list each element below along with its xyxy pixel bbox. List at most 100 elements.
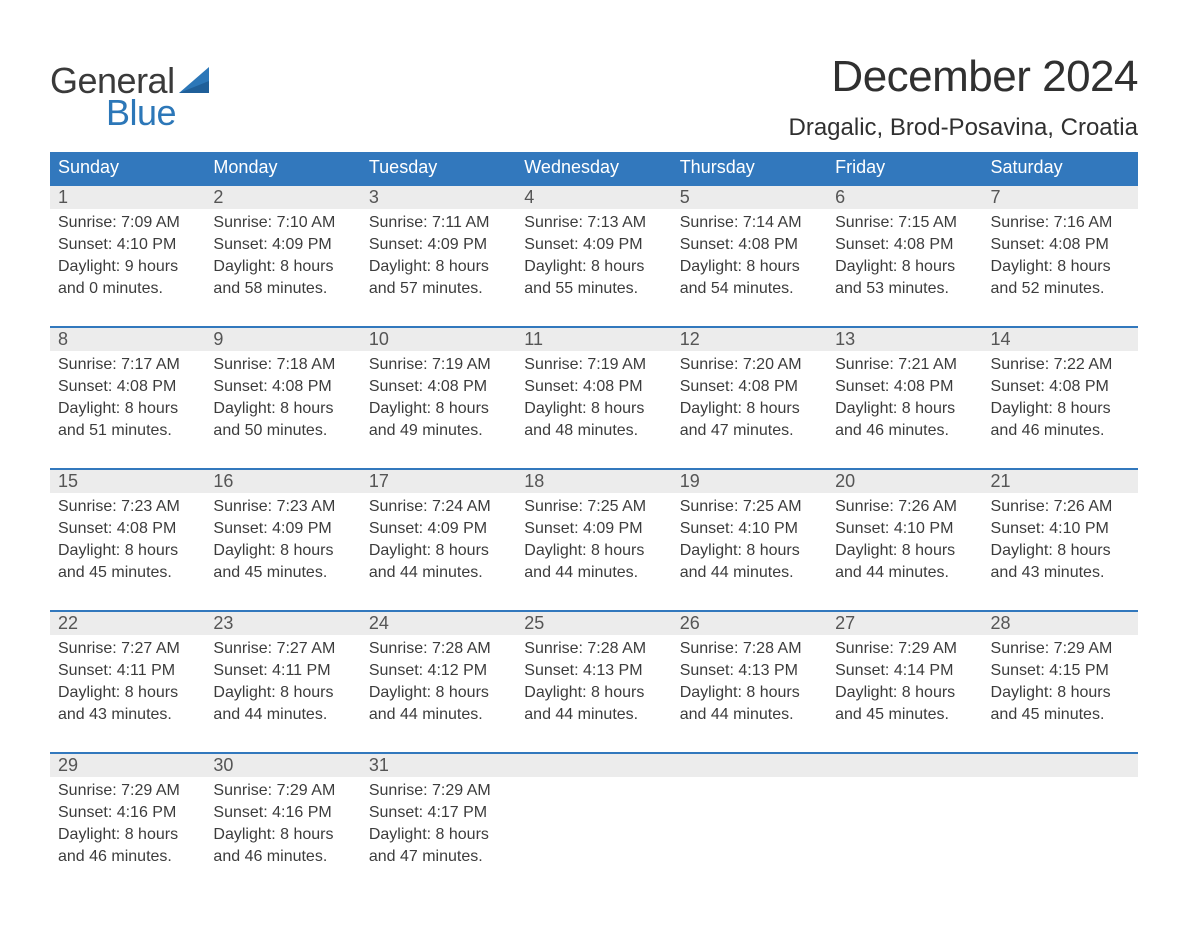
sunrise-line: Sunrise: 7:22 AM <box>991 354 1130 376</box>
daylight-line1: Daylight: 9 hours <box>58 256 197 278</box>
day-cell: 28Sunrise: 7:29 AMSunset: 4:15 PMDayligh… <box>983 612 1138 750</box>
day-number <box>516 754 671 777</box>
sunrise-line: Sunrise: 7:28 AM <box>369 638 508 660</box>
day-number: 15 <box>50 470 205 493</box>
day-number: 2 <box>205 186 360 209</box>
day-body: Sunrise: 7:26 AMSunset: 4:10 PMDaylight:… <box>983 493 1138 608</box>
daylight-line1: Daylight: 8 hours <box>58 682 197 704</box>
daylight-line1: Daylight: 8 hours <box>524 540 663 562</box>
daylight-line1: Daylight: 8 hours <box>369 540 508 562</box>
sunset-line: Sunset: 4:10 PM <box>680 518 819 540</box>
weekday-header: Wednesday <box>516 152 671 184</box>
day-cell: 18Sunrise: 7:25 AMSunset: 4:09 PMDayligh… <box>516 470 671 608</box>
sunrise-line: Sunrise: 7:26 AM <box>991 496 1130 518</box>
daylight-line1: Daylight: 8 hours <box>835 256 974 278</box>
daylight-line1: Daylight: 8 hours <box>213 540 352 562</box>
day-body: Sunrise: 7:13 AMSunset: 4:09 PMDaylight:… <box>516 209 671 324</box>
day-cell: 2Sunrise: 7:10 AMSunset: 4:09 PMDaylight… <box>205 186 360 324</box>
daylight-line2: and 44 minutes. <box>369 704 508 726</box>
sunrise-line: Sunrise: 7:28 AM <box>524 638 663 660</box>
day-body <box>827 777 982 804</box>
sunrise-line: Sunrise: 7:27 AM <box>213 638 352 660</box>
day-number: 8 <box>50 328 205 351</box>
sunset-line: Sunset: 4:08 PM <box>369 376 508 398</box>
day-number: 28 <box>983 612 1138 635</box>
day-number <box>827 754 982 777</box>
sunrise-line: Sunrise: 7:10 AM <box>213 212 352 234</box>
week-row: 1Sunrise: 7:09 AMSunset: 4:10 PMDaylight… <box>50 184 1138 324</box>
day-number: 12 <box>672 328 827 351</box>
day-cell <box>983 754 1138 892</box>
day-number: 7 <box>983 186 1138 209</box>
daylight-line2: and 44 minutes. <box>524 704 663 726</box>
daylight-line1: Daylight: 8 hours <box>213 682 352 704</box>
day-body: Sunrise: 7:26 AMSunset: 4:10 PMDaylight:… <box>827 493 982 608</box>
day-cell: 11Sunrise: 7:19 AMSunset: 4:08 PMDayligh… <box>516 328 671 466</box>
weekday-header: Thursday <box>672 152 827 184</box>
sunset-line: Sunset: 4:13 PM <box>680 660 819 682</box>
daylight-line2: and 43 minutes. <box>58 704 197 726</box>
day-cell: 10Sunrise: 7:19 AMSunset: 4:08 PMDayligh… <box>361 328 516 466</box>
day-body <box>672 777 827 804</box>
day-cell: 30Sunrise: 7:29 AMSunset: 4:16 PMDayligh… <box>205 754 360 892</box>
day-number: 30 <box>205 754 360 777</box>
week-row: 22Sunrise: 7:27 AMSunset: 4:11 PMDayligh… <box>50 610 1138 750</box>
sunset-line: Sunset: 4:09 PM <box>524 518 663 540</box>
daylight-line1: Daylight: 8 hours <box>369 824 508 846</box>
daylight-line1: Daylight: 8 hours <box>213 256 352 278</box>
day-number: 26 <box>672 612 827 635</box>
daylight-line1: Daylight: 8 hours <box>213 824 352 846</box>
sunrise-line: Sunrise: 7:29 AM <box>58 780 197 802</box>
day-number: 1 <box>50 186 205 209</box>
day-number: 27 <box>827 612 982 635</box>
day-cell <box>516 754 671 892</box>
daylight-line2: and 48 minutes. <box>524 420 663 442</box>
sunrise-line: Sunrise: 7:14 AM <box>680 212 819 234</box>
day-body: Sunrise: 7:23 AMSunset: 4:09 PMDaylight:… <box>205 493 360 608</box>
day-body: Sunrise: 7:09 AMSunset: 4:10 PMDaylight:… <box>50 209 205 324</box>
day-cell: 12Sunrise: 7:20 AMSunset: 4:08 PMDayligh… <box>672 328 827 466</box>
daylight-line1: Daylight: 8 hours <box>524 398 663 420</box>
sunrise-line: Sunrise: 7:19 AM <box>524 354 663 376</box>
week-row: 29Sunrise: 7:29 AMSunset: 4:16 PMDayligh… <box>50 752 1138 892</box>
daylight-line1: Daylight: 8 hours <box>991 682 1130 704</box>
daylight-line1: Daylight: 8 hours <box>835 540 974 562</box>
sunset-line: Sunset: 4:10 PM <box>58 234 197 256</box>
day-number: 10 <box>361 328 516 351</box>
day-cell: 27Sunrise: 7:29 AMSunset: 4:14 PMDayligh… <box>827 612 982 750</box>
daylight-line2: and 46 minutes. <box>213 846 352 868</box>
daylight-line2: and 52 minutes. <box>991 278 1130 300</box>
sunset-line: Sunset: 4:11 PM <box>213 660 352 682</box>
day-cell: 26Sunrise: 7:28 AMSunset: 4:13 PMDayligh… <box>672 612 827 750</box>
daylight-line2: and 44 minutes. <box>680 704 819 726</box>
day-cell: 5Sunrise: 7:14 AMSunset: 4:08 PMDaylight… <box>672 186 827 324</box>
daylight-line2: and 45 minutes. <box>991 704 1130 726</box>
day-body: Sunrise: 7:19 AMSunset: 4:08 PMDaylight:… <box>361 351 516 466</box>
day-number: 3 <box>361 186 516 209</box>
day-number: 11 <box>516 328 671 351</box>
daylight-line1: Daylight: 8 hours <box>213 398 352 420</box>
daylight-line2: and 50 minutes. <box>213 420 352 442</box>
sunset-line: Sunset: 4:08 PM <box>680 234 819 256</box>
day-body: Sunrise: 7:21 AMSunset: 4:08 PMDaylight:… <box>827 351 982 466</box>
day-body: Sunrise: 7:14 AMSunset: 4:08 PMDaylight:… <box>672 209 827 324</box>
day-body: Sunrise: 7:29 AMSunset: 4:16 PMDaylight:… <box>50 777 205 892</box>
sunset-line: Sunset: 4:09 PM <box>369 518 508 540</box>
sunrise-line: Sunrise: 7:11 AM <box>369 212 508 234</box>
daylight-line2: and 47 minutes. <box>369 846 508 868</box>
daylight-line2: and 47 minutes. <box>680 420 819 442</box>
day-cell: 29Sunrise: 7:29 AMSunset: 4:16 PMDayligh… <box>50 754 205 892</box>
day-body: Sunrise: 7:25 AMSunset: 4:09 PMDaylight:… <box>516 493 671 608</box>
weekday-header: Tuesday <box>361 152 516 184</box>
sunset-line: Sunset: 4:12 PM <box>369 660 508 682</box>
calendar: SundayMondayTuesdayWednesdayThursdayFrid… <box>50 152 1138 892</box>
daylight-line1: Daylight: 8 hours <box>991 256 1130 278</box>
daylight-line1: Daylight: 8 hours <box>369 682 508 704</box>
day-cell: 20Sunrise: 7:26 AMSunset: 4:10 PMDayligh… <box>827 470 982 608</box>
sunrise-line: Sunrise: 7:09 AM <box>58 212 197 234</box>
daylight-line1: Daylight: 8 hours <box>680 256 819 278</box>
daylight-line2: and 43 minutes. <box>991 562 1130 584</box>
sunset-line: Sunset: 4:09 PM <box>369 234 508 256</box>
day-cell: 13Sunrise: 7:21 AMSunset: 4:08 PMDayligh… <box>827 328 982 466</box>
sunset-line: Sunset: 4:13 PM <box>524 660 663 682</box>
